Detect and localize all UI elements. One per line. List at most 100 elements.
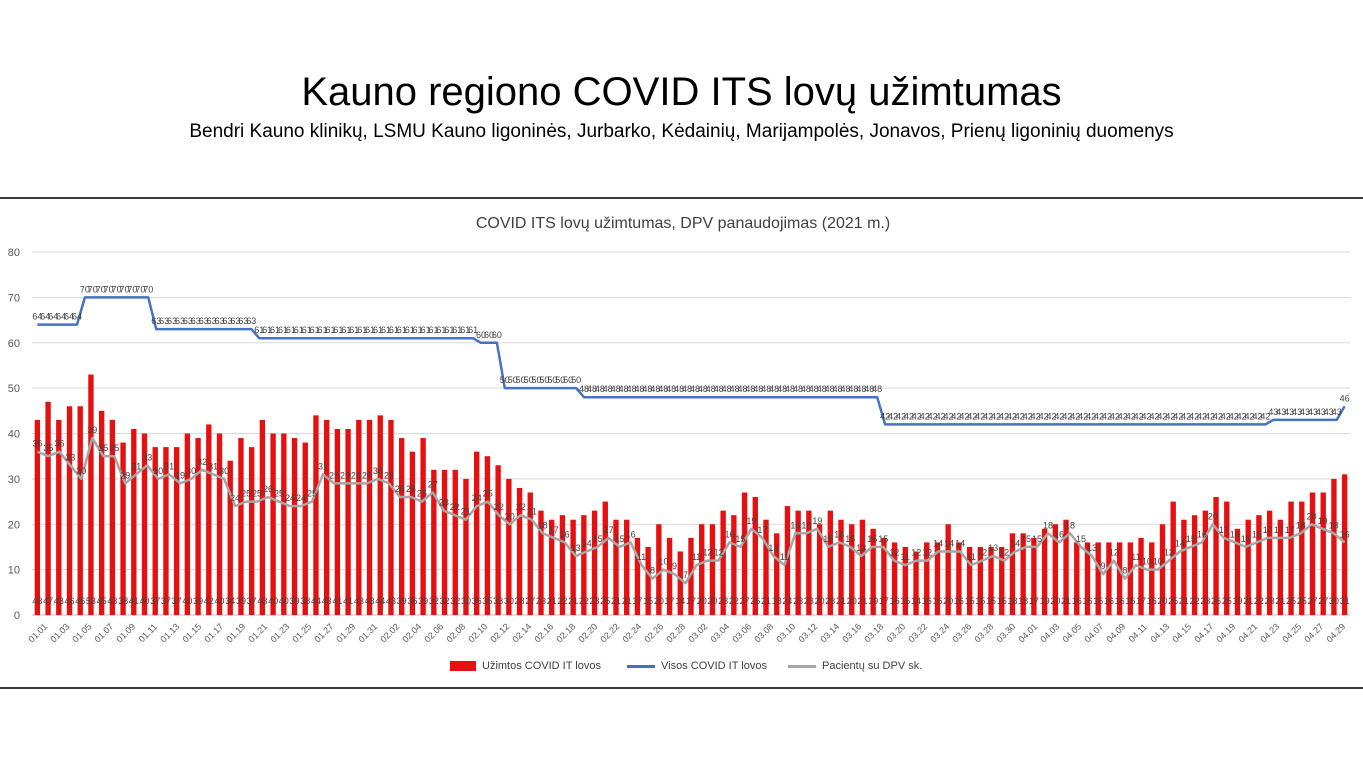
y-tick-label: 40 — [8, 429, 20, 441]
line-value-label: 48 — [682, 384, 692, 394]
line-value-label: 48 — [587, 384, 597, 394]
x-tick-label: 02.12 — [488, 621, 511, 644]
bar-value-label: 23 — [825, 596, 835, 606]
bar-value-label: 43 — [354, 596, 364, 606]
x-tick-label: 01.29 — [334, 621, 357, 644]
bar — [956, 542, 962, 615]
line-value-label: 61 — [397, 325, 407, 335]
line-value-label: 64 — [48, 312, 58, 322]
bar — [1020, 533, 1026, 615]
line-value-label: 48 — [658, 384, 668, 394]
y-tick-label: 60 — [8, 338, 20, 350]
bar-value-label: 20 — [943, 596, 953, 606]
bar — [184, 433, 191, 615]
line-value-label: 61 — [444, 325, 454, 335]
bar — [1309, 492, 1316, 615]
line-value-label: 63 — [151, 316, 161, 326]
line-value-label: 32 — [197, 457, 207, 467]
bar — [656, 524, 662, 615]
line-value-label: 42 — [1252, 411, 1262, 421]
bar — [838, 519, 844, 615]
line-value-label: 42 — [1213, 411, 1223, 421]
bar — [463, 478, 469, 615]
line-value-label: 29 — [351, 470, 361, 480]
bar — [752, 497, 758, 615]
line-value-label: 48 — [627, 384, 637, 394]
x-tick-label: 02.02 — [378, 621, 401, 644]
line-value-label: 24 — [230, 493, 240, 503]
bar-value-label: 25 — [1297, 596, 1307, 606]
line-value-label: 36 — [54, 439, 64, 449]
line-value-label: 50 — [531, 375, 541, 385]
x-tick-label: 04.03 — [1038, 621, 1061, 644]
bar-value-label: 18 — [1007, 596, 1017, 606]
y-tick-label: 30 — [8, 474, 20, 486]
line-value-label: 48 — [698, 384, 708, 394]
line-value-label: 61 — [302, 325, 312, 335]
line-value-label: 61 — [365, 325, 375, 335]
bar — [763, 519, 769, 615]
bar — [409, 451, 416, 615]
bar — [366, 419, 373, 615]
bar — [1224, 501, 1230, 615]
bar — [206, 424, 212, 615]
line-value-label: 12 — [1109, 548, 1119, 558]
line-value-label: 43 — [1292, 407, 1302, 417]
line-value-label: 64 — [64, 312, 74, 322]
bar — [152, 447, 158, 615]
line-value-label: 14 — [944, 538, 954, 548]
line-value-label: 11 — [901, 552, 910, 562]
line-value-label: 31 — [164, 461, 174, 471]
line-value-label: 20 — [505, 511, 515, 521]
line-value-label: 15 — [1186, 534, 1196, 544]
bar-value-label: 20 — [654, 596, 664, 606]
x-tick-label: 03.18 — [862, 621, 885, 644]
bar-value-label: 22 — [729, 596, 739, 606]
line-value-label: 48 — [785, 384, 795, 394]
bar-value-label: 21 — [836, 596, 846, 606]
line-value-label: 26 — [395, 484, 405, 494]
line-value-label: 61 — [310, 325, 320, 335]
bar-value-label: 21 — [568, 596, 578, 606]
bar — [1095, 542, 1101, 615]
bar — [549, 519, 555, 615]
line-value-label: 17 — [1263, 525, 1273, 535]
x-tick-label: 03.28 — [972, 621, 995, 644]
line-value-label: 63 — [175, 316, 185, 326]
bar — [999, 546, 1005, 615]
bar-value-label: 46 — [75, 596, 85, 606]
line-value-label: 29 — [384, 470, 394, 480]
x-tick-label: 02.14 — [510, 621, 533, 644]
line-value-label: 42 — [1173, 411, 1183, 421]
line-value-label: 61 — [468, 325, 478, 335]
line-value-label: 20 — [1208, 511, 1218, 521]
bar — [591, 510, 598, 615]
line-value-label: 13 — [1087, 543, 1097, 553]
x-tick-label: 01.01 — [26, 621, 49, 644]
bar-value-label: 16 — [922, 596, 932, 606]
bar-value-label: 26 — [1211, 596, 1221, 606]
line-value-label: 61 — [428, 325, 438, 335]
line-value-label: 48 — [856, 384, 866, 394]
line-value-label: 70 — [88, 284, 98, 294]
line-value-label: 42 — [1197, 411, 1207, 421]
line-value-label: 27 — [428, 479, 438, 489]
bar — [66, 406, 73, 615]
line-value-label: 48 — [817, 384, 827, 394]
line-value-label: 61 — [294, 325, 304, 335]
bar-value-label: 20 — [1050, 596, 1060, 606]
bar — [77, 406, 83, 615]
line-value-label: 48 — [864, 384, 874, 394]
bar-value-label: 27 — [1318, 596, 1328, 606]
bar — [1331, 478, 1337, 615]
line-value-label: 48 — [737, 384, 747, 394]
line-value-label: 61 — [254, 325, 264, 335]
line-value-label: 22 — [494, 502, 504, 512]
line-value-label: 42 — [1142, 411, 1152, 421]
bar-value-label: 25 — [1222, 596, 1232, 606]
bar-value-label: 30 — [504, 596, 514, 606]
x-tick-label: 04.25 — [1280, 621, 1303, 644]
bar — [484, 456, 491, 615]
line-value-label: 16 — [560, 529, 570, 539]
bar-value-label: 19 — [1232, 596, 1242, 606]
